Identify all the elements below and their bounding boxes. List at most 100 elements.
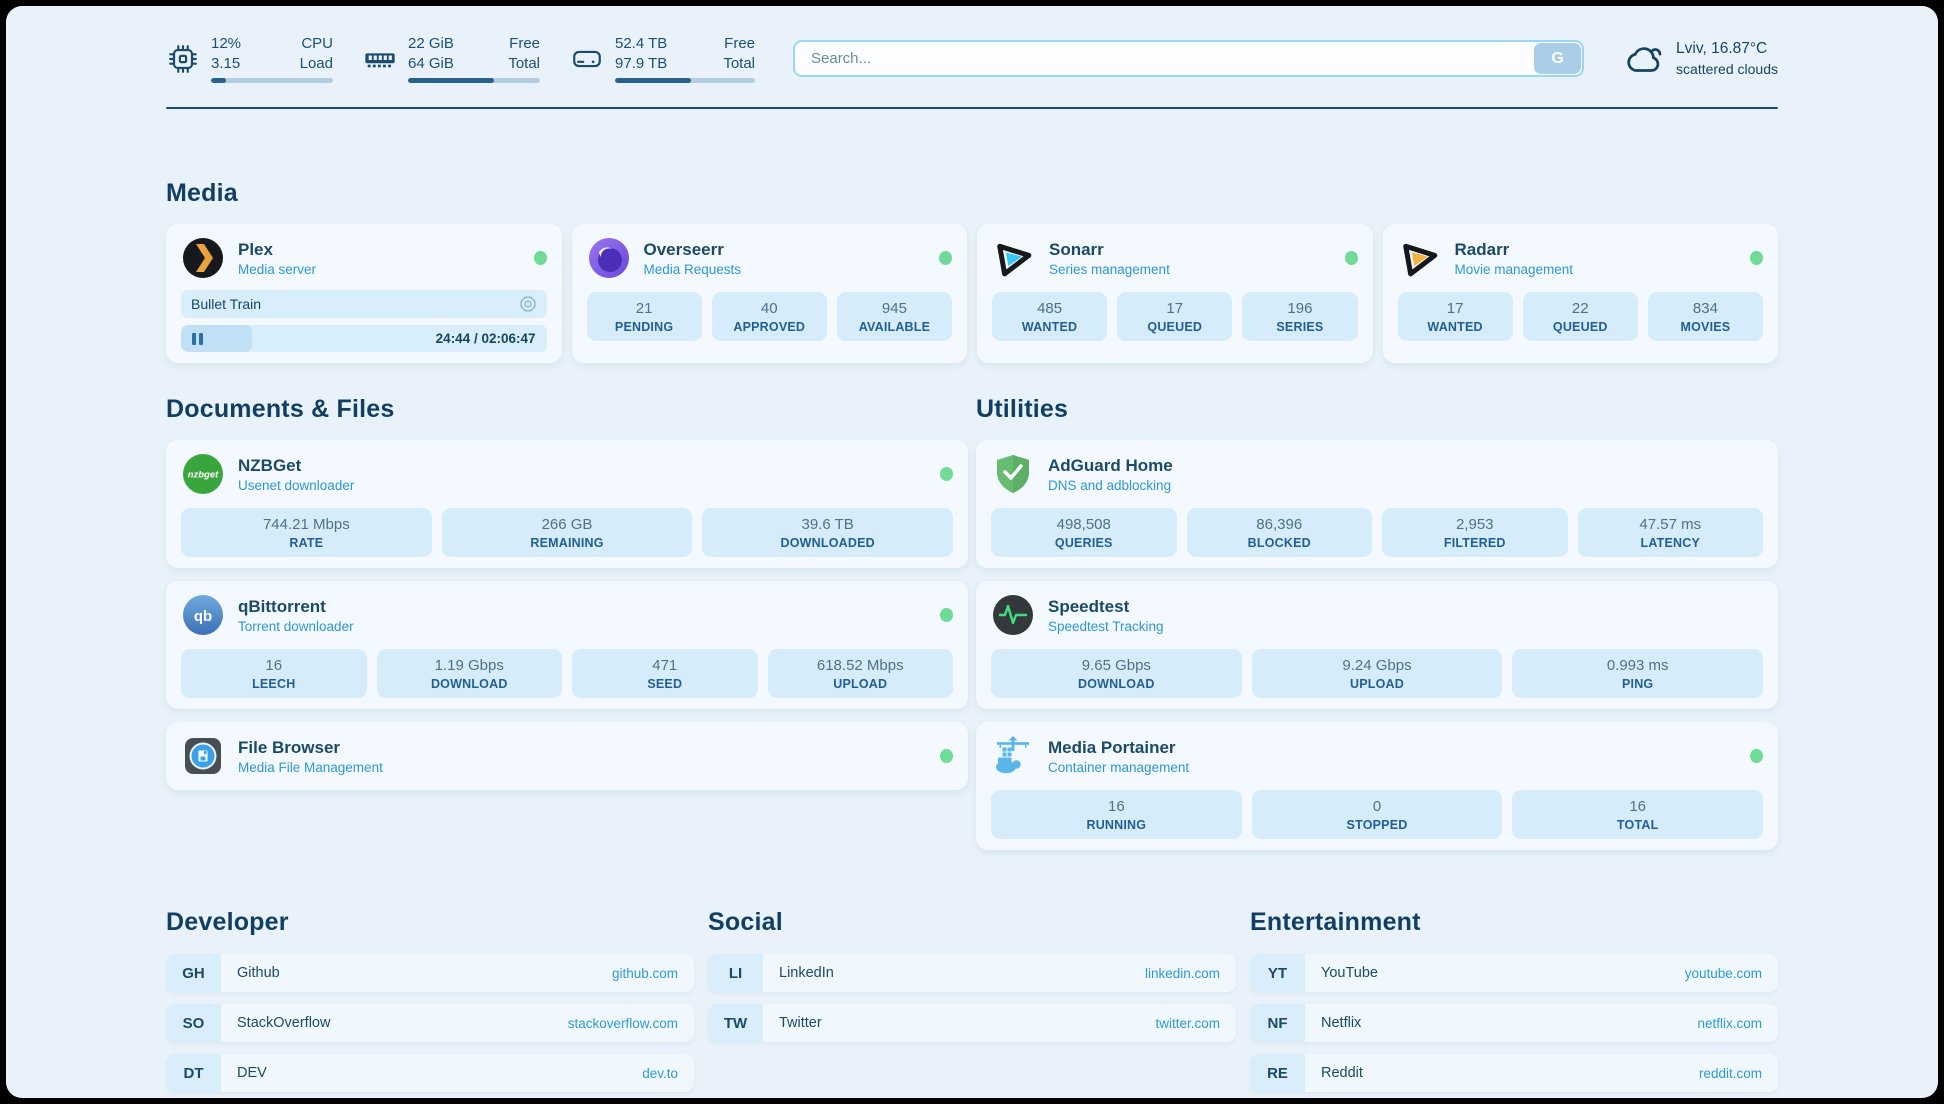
app-card-qbittorrent[interactable]: qb qBittorrent Torrent downloader 16 LEE… — [166, 581, 968, 709]
stat-stopped: 0 STOPPED — [1251, 790, 1503, 839]
stat-value: 22 — [1571, 300, 1589, 317]
app-card-header: Overseerr Media Requests — [587, 235, 952, 281]
search-engine-button[interactable]: G — [1534, 43, 1582, 74]
bookmark-name: Netflix — [1321, 1015, 1362, 1031]
app-description: Series management — [1049, 261, 1170, 277]
app-card-plex[interactable]: Plex Media server Bullet Train — [166, 224, 562, 363]
bookmark-twitter[interactable]: TW Twitter twitter.com — [708, 1004, 1236, 1042]
status-dot — [940, 608, 953, 622]
stat-label: PING — [1621, 677, 1654, 691]
stat-value: 498,508 — [1056, 516, 1111, 533]
stat-blocked: 86,396 BLOCKED — [1186, 508, 1372, 557]
ram-progress-track — [408, 78, 540, 83]
app-titles: NZBGet Usenet downloader — [238, 456, 354, 493]
app-titles: qBittorrent Torrent downloader — [238, 597, 354, 634]
stat-value: 47.57 ms — [1639, 516, 1702, 533]
weather-condition: scattered clouds — [1676, 60, 1778, 77]
stat-queued: 17 QUEUED — [1117, 292, 1233, 341]
ram-progress-fill — [408, 78, 494, 83]
app-card-overseerr[interactable]: Overseerr Media Requests 21 PENDING 40 A… — [571, 224, 967, 363]
speedtest-icon — [993, 595, 1033, 635]
app-titles: Radarr Movie management — [1455, 240, 1574, 277]
stat-label: QUEUED — [1552, 320, 1608, 334]
camera-button[interactable] — [519, 295, 537, 313]
app-description: Movie management — [1454, 261, 1574, 277]
bookmark-netflix[interactable]: NF Netflix netflix.com — [1250, 1004, 1778, 1042]
bookmark-url: dev.to — [642, 1065, 678, 1081]
weather-widget: Lviv, 16.87°C scattered clouds — [1622, 38, 1778, 80]
bookmark-url: netflix.com — [1697, 1015, 1762, 1031]
bookmark-github[interactable]: GH Github github.com — [166, 954, 694, 992]
cpu-value-column: 12% 3.15 — [211, 34, 241, 73]
stat-label: REMAINING — [530, 536, 604, 550]
ram-widget: 22 GiB 64 GiB Free Total — [363, 34, 540, 83]
bookmark-abbr: SO — [166, 1004, 221, 1042]
search-input[interactable] — [793, 40, 1585, 77]
app-card-sonarr[interactable]: Sonarr Series management 485 WANTED 17 Q… — [977, 224, 1373, 363]
stat-label: WANTED — [1021, 320, 1078, 334]
bookmark-abbr: RE — [1250, 1054, 1305, 1092]
playback-progress: 24:44 / 02:06:47 — [181, 325, 547, 352]
app-name: File Browser — [238, 737, 341, 757]
app-name: Sonarr — [1049, 239, 1104, 259]
stat-ping: 0.993 ms PING — [1512, 649, 1764, 698]
bookmark-linkedin[interactable]: LI LinkedIn linkedin.com — [708, 954, 1236, 992]
app-card-nzbget[interactable]: nzbget NZBGet Usenet downloader 744.21 M… — [166, 440, 968, 568]
filebrowser-icon — [185, 738, 221, 774]
app-description: DNS and adblocking — [1048, 477, 1172, 493]
section-title-utilities: Utilities — [976, 395, 1069, 423]
stat-label: LATENCY — [1640, 536, 1700, 550]
bookmark-stackoverflow[interactable]: SO StackOverflow stackoverflow.com — [166, 1004, 694, 1042]
app-card-portainer[interactable]: Media Portainer Container management 16 … — [976, 722, 1778, 850]
status-dot — [1344, 251, 1358, 265]
stat-series: 196 SERIES — [1242, 292, 1358, 341]
stat-label: RATE — [289, 536, 324, 550]
stat-label: DOWNLOAD — [1078, 677, 1155, 691]
disk-progress-track — [615, 78, 755, 83]
stat-value: 16 — [265, 657, 283, 674]
bookmark-abbr: LI — [708, 954, 763, 992]
cpu-percent: 12% — [211, 35, 242, 52]
stat-available: 945 AVAILABLE — [836, 292, 953, 341]
app-card-filebrowser[interactable]: File Browser Media File Management — [166, 722, 968, 790]
stat-label: TOTAL — [1616, 818, 1659, 832]
bookmark-dev[interactable]: DT DEV dev.to — [166, 1054, 694, 1092]
bookmark-columns: Developer GH Github github.com SO StackO… — [166, 908, 1778, 1092]
stat-value: 945 — [881, 300, 907, 317]
stat-value: 485 — [1037, 300, 1063, 317]
bookmark-name: Twitter — [779, 1015, 822, 1031]
bookmark-youtube[interactable]: YT YouTube youtube.com — [1250, 954, 1778, 992]
weather-location-temp: Lviv, 16.87°C — [1676, 39, 1768, 57]
stat-label: SEED — [647, 677, 683, 691]
stat-total: 16 TOTAL — [1512, 790, 1764, 839]
bookmark-reddit[interactable]: RE Reddit reddit.com — [1250, 1054, 1778, 1092]
cpu-progress-track — [211, 78, 333, 83]
disk-values: 52.4 TB 97.9 TB Free Total — [615, 34, 755, 73]
system-widgets: 12% 3.15 CPU Load — [166, 34, 755, 83]
svg-text:qb: qb — [194, 608, 212, 625]
stat-value: 17 — [1166, 300, 1184, 317]
app-card-radarr[interactable]: Radarr Movie management 17 WANTED 22 QUE… — [1382, 224, 1778, 363]
stat-label: BLOCKED — [1247, 536, 1311, 550]
qbittorrent-icon: qb — [183, 595, 223, 635]
bookmark-abbr: GH — [166, 954, 221, 992]
bookmark-url: reddit.com — [1698, 1065, 1762, 1081]
stat-row: 744.21 Mbps RATE 266 GB REMAINING 39.6 T… — [181, 508, 954, 557]
app-card-speedtest[interactable]: Speedtest Speedtest Tracking 9.65 Gbps D… — [976, 581, 1778, 709]
section-title-developer: Developer — [166, 908, 289, 936]
stat-leech: 16 LEECH — [181, 649, 367, 698]
app-titles: Media Portainer Container management — [1048, 738, 1189, 775]
app-card-header: AdGuard Home DNS and adblocking — [991, 451, 1763, 497]
stat-value: 16 — [1107, 798, 1125, 815]
app-card-header: qb qBittorrent Torrent downloader — [181, 592, 953, 638]
disk-progress-fill — [615, 78, 691, 83]
app-card-header: Sonarr Series management — [992, 235, 1358, 281]
app-card-adguard[interactable]: AdGuard Home DNS and adblocking 498,508 … — [976, 440, 1778, 568]
status-dot — [939, 251, 952, 265]
documents-column: Documents & Files nzbget NZBGet Usenet d… — [166, 395, 968, 790]
status-dot — [1750, 251, 1763, 265]
header-divider — [166, 107, 1778, 109]
stat-row: 16 RUNNING 0 STOPPED 16 TOTAL — [991, 790, 1764, 839]
stat-label: PENDING — [614, 320, 674, 334]
ram-total-label: Total — [508, 54, 540, 72]
